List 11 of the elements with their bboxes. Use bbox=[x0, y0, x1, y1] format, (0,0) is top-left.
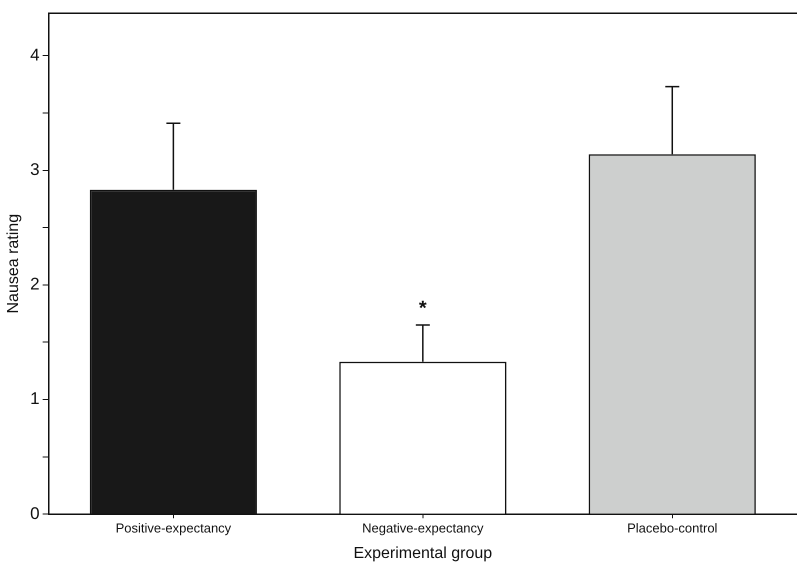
y-tick-label: 4 bbox=[30, 45, 40, 64]
y-tick-label: 2 bbox=[30, 274, 40, 294]
y-axis-title: Nausea rating bbox=[5, 214, 22, 314]
x-tick-label: Positive-expectancy bbox=[116, 520, 232, 536]
annotation: * bbox=[418, 298, 427, 320]
x-axis-title: Experimental group bbox=[353, 544, 492, 562]
y-tick-label: 3 bbox=[30, 160, 40, 179]
y-tick-label: 0 bbox=[30, 504, 40, 523]
y-tick-label: 1 bbox=[30, 389, 40, 408]
x-tick-label: Placebo-control bbox=[627, 520, 718, 536]
x-tick-label: Negative-expectancy bbox=[362, 520, 484, 536]
